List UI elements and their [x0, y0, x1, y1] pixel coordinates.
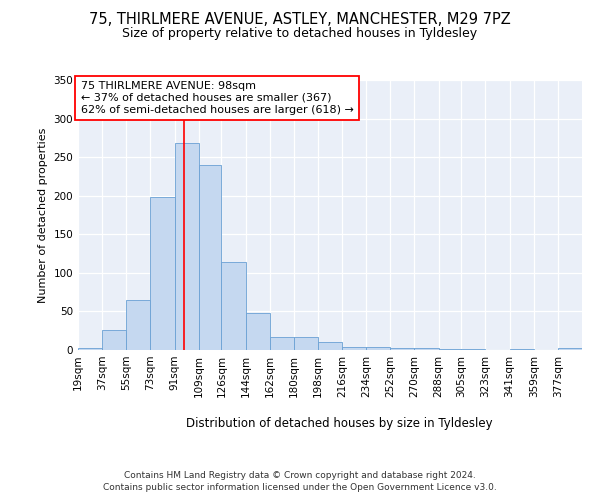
Bar — [294, 337, 318, 350]
Bar — [78, 348, 102, 350]
Bar — [318, 342, 342, 350]
Bar — [245, 313, 269, 350]
Text: 75, THIRLMERE AVENUE, ASTLEY, MANCHESTER, M29 7PZ: 75, THIRLMERE AVENUE, ASTLEY, MANCHESTER… — [89, 12, 511, 28]
Bar — [391, 348, 415, 350]
Bar — [151, 198, 175, 350]
Bar — [366, 347, 391, 350]
Bar — [221, 262, 245, 350]
Text: Distribution of detached houses by size in Tyldesley: Distribution of detached houses by size … — [185, 418, 493, 430]
Text: 75 THIRLMERE AVENUE: 98sqm
← 37% of detached houses are smaller (367)
62% of sem: 75 THIRLMERE AVENUE: 98sqm ← 37% of deta… — [80, 82, 353, 114]
Bar — [126, 300, 151, 350]
Bar — [342, 347, 366, 350]
Text: Contains HM Land Registry data © Crown copyright and database right 2024.: Contains HM Land Registry data © Crown c… — [124, 471, 476, 480]
Bar — [269, 337, 294, 350]
Bar — [102, 330, 126, 350]
Bar — [199, 165, 221, 350]
Bar — [461, 349, 485, 350]
Bar — [509, 349, 534, 350]
Bar — [558, 348, 582, 350]
Text: Size of property relative to detached houses in Tyldesley: Size of property relative to detached ho… — [122, 28, 478, 40]
Bar — [175, 144, 199, 350]
Bar — [439, 349, 461, 350]
Text: Contains public sector information licensed under the Open Government Licence v3: Contains public sector information licen… — [103, 484, 497, 492]
Bar — [415, 348, 439, 350]
Y-axis label: Number of detached properties: Number of detached properties — [38, 128, 48, 302]
